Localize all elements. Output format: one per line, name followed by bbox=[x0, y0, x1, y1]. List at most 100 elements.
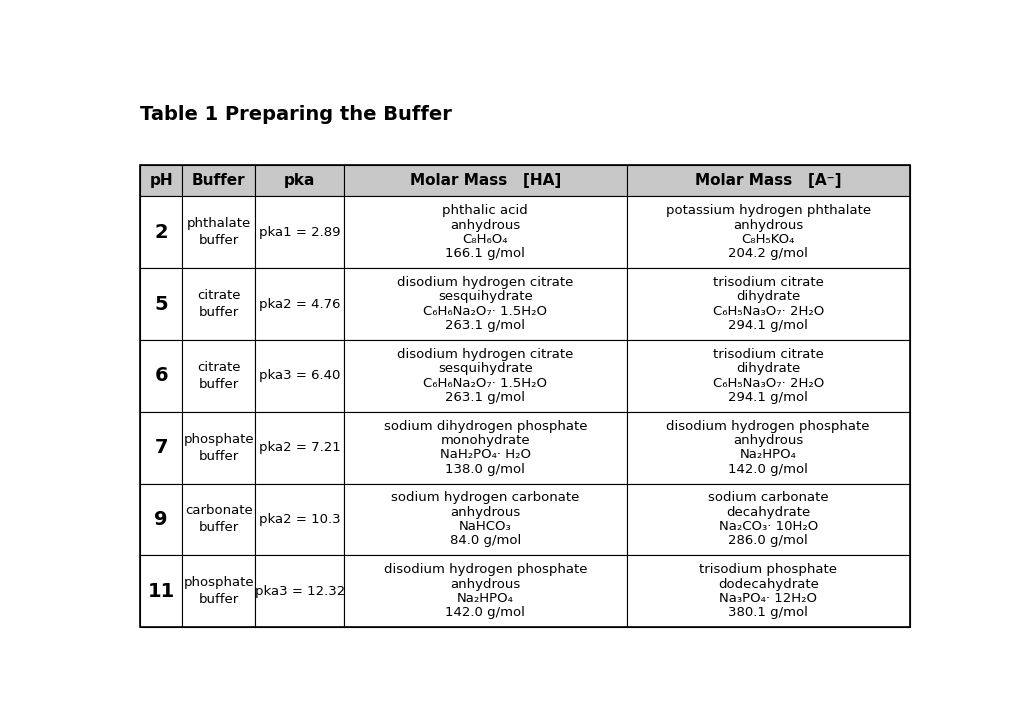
Text: sodium carbonate: sodium carbonate bbox=[708, 491, 828, 504]
Text: 204.2 g/mol: 204.2 g/mol bbox=[728, 247, 808, 261]
Text: sesquihydrate: sesquihydrate bbox=[438, 290, 532, 303]
Text: Na₂HPO₄: Na₂HPO₄ bbox=[739, 449, 797, 461]
Text: 142.0 g/mol: 142.0 g/mol bbox=[445, 606, 525, 619]
Bar bbox=[140, 555, 182, 627]
Bar bbox=[255, 268, 344, 340]
Bar bbox=[182, 268, 255, 340]
Bar bbox=[140, 268, 182, 340]
Text: phosphate
buffer: phosphate buffer bbox=[183, 433, 254, 463]
Text: carbonate
buffer: carbonate buffer bbox=[185, 504, 253, 535]
Text: C₆H₅Na₃O₇· 2H₂O: C₆H₅Na₃O₇· 2H₂O bbox=[713, 377, 824, 389]
Text: phthalate
buffer: phthalate buffer bbox=[186, 217, 251, 247]
Text: NaH₂PO₄· H₂O: NaH₂PO₄· H₂O bbox=[440, 449, 530, 461]
Text: disodium hydrogen phosphate: disodium hydrogen phosphate bbox=[667, 419, 870, 433]
Text: pka1 = 2.89: pka1 = 2.89 bbox=[259, 226, 340, 239]
Text: 166.1 g/mol: 166.1 g/mol bbox=[445, 247, 525, 261]
Bar bbox=[140, 165, 909, 627]
Text: anhydrous: anhydrous bbox=[451, 219, 520, 231]
Text: monohydrate: monohydrate bbox=[440, 434, 530, 447]
Text: Molar Mass   [HA]: Molar Mass [HA] bbox=[410, 173, 561, 188]
Text: 9: 9 bbox=[155, 510, 168, 529]
Bar bbox=[182, 340, 255, 412]
Bar bbox=[140, 340, 182, 412]
Bar bbox=[344, 340, 627, 412]
Text: 138.0 g/mol: 138.0 g/mol bbox=[445, 463, 525, 476]
Text: sesquihydrate: sesquihydrate bbox=[438, 362, 532, 375]
Text: 380.1 g/mol: 380.1 g/mol bbox=[728, 606, 808, 619]
Text: 294.1 g/mol: 294.1 g/mol bbox=[728, 391, 808, 404]
Text: C₆H₆Na₂O₇· 1.5H₂O: C₆H₆Na₂O₇· 1.5H₂O bbox=[423, 305, 548, 318]
Text: pka2 = 10.3: pka2 = 10.3 bbox=[259, 513, 340, 526]
Text: pka2 = 7.21: pka2 = 7.21 bbox=[259, 441, 341, 454]
Text: Molar Mass   [A⁻]: Molar Mass [A⁻] bbox=[695, 173, 842, 188]
Text: sodium dihydrogen phosphate: sodium dihydrogen phosphate bbox=[384, 419, 587, 433]
Text: 263.1 g/mol: 263.1 g/mol bbox=[445, 391, 525, 404]
Text: C₈H₅KO₄: C₈H₅KO₄ bbox=[741, 233, 795, 246]
Text: 2: 2 bbox=[155, 223, 168, 242]
Text: C₈H₆O₄: C₈H₆O₄ bbox=[463, 233, 508, 246]
Bar bbox=[255, 412, 344, 483]
Text: dodecahydrate: dodecahydrate bbox=[718, 577, 818, 590]
Text: 6: 6 bbox=[155, 367, 168, 385]
Text: Na₃PO₄· 12H₂O: Na₃PO₄· 12H₂O bbox=[719, 592, 817, 605]
Text: sodium hydrogen carbonate: sodium hydrogen carbonate bbox=[391, 491, 580, 504]
Text: citrate
buffer: citrate buffer bbox=[197, 361, 241, 391]
Text: pH: pH bbox=[150, 173, 173, 188]
Bar bbox=[344, 555, 627, 627]
Bar bbox=[344, 165, 627, 197]
Bar bbox=[182, 165, 255, 197]
Text: trisodium citrate: trisodium citrate bbox=[713, 276, 823, 289]
Bar bbox=[140, 483, 182, 555]
Text: 5: 5 bbox=[155, 295, 168, 313]
Text: pka2 = 4.76: pka2 = 4.76 bbox=[259, 298, 340, 310]
Text: trisodium phosphate: trisodium phosphate bbox=[699, 563, 838, 576]
Bar bbox=[255, 165, 344, 197]
Text: Buffer: Buffer bbox=[191, 173, 246, 188]
Bar bbox=[140, 412, 182, 483]
Text: potassium hydrogen phthalate: potassium hydrogen phthalate bbox=[666, 204, 870, 217]
Text: Na₂CO₃· 10H₂O: Na₂CO₃· 10H₂O bbox=[719, 520, 818, 533]
Text: decahydrate: decahydrate bbox=[726, 506, 810, 519]
Text: anhydrous: anhydrous bbox=[451, 506, 520, 519]
Bar bbox=[182, 197, 255, 268]
Text: phosphate
buffer: phosphate buffer bbox=[183, 576, 254, 606]
Bar bbox=[344, 268, 627, 340]
Text: C₆H₅Na₃O₇· 2H₂O: C₆H₅Na₃O₇· 2H₂O bbox=[713, 305, 824, 318]
Text: citrate
buffer: citrate buffer bbox=[197, 289, 241, 319]
Bar bbox=[344, 412, 627, 483]
Bar bbox=[344, 483, 627, 555]
Bar bbox=[255, 483, 344, 555]
Bar bbox=[627, 483, 909, 555]
Text: disodium hydrogen citrate: disodium hydrogen citrate bbox=[397, 276, 573, 289]
Text: disodium hydrogen citrate: disodium hydrogen citrate bbox=[397, 347, 573, 361]
Text: 294.1 g/mol: 294.1 g/mol bbox=[728, 319, 808, 332]
Text: Na₂HPO₄: Na₂HPO₄ bbox=[457, 592, 514, 605]
Text: dihydrate: dihydrate bbox=[736, 290, 801, 303]
Bar bbox=[255, 340, 344, 412]
Text: pka: pka bbox=[284, 173, 315, 188]
Text: dihydrate: dihydrate bbox=[736, 362, 801, 375]
Bar bbox=[140, 197, 182, 268]
Bar bbox=[627, 412, 909, 483]
Bar bbox=[627, 165, 909, 197]
Bar bbox=[182, 483, 255, 555]
Text: trisodium citrate: trisodium citrate bbox=[713, 347, 823, 361]
Text: 263.1 g/mol: 263.1 g/mol bbox=[445, 319, 525, 332]
Text: 286.0 g/mol: 286.0 g/mol bbox=[728, 535, 808, 548]
Text: 7: 7 bbox=[155, 438, 168, 457]
Bar bbox=[627, 340, 909, 412]
Text: phthalic acid: phthalic acid bbox=[442, 204, 528, 217]
Text: C₆H₆Na₂O₇· 1.5H₂O: C₆H₆Na₂O₇· 1.5H₂O bbox=[423, 377, 548, 389]
Bar bbox=[140, 165, 182, 197]
Text: 11: 11 bbox=[147, 582, 175, 601]
Text: anhydrous: anhydrous bbox=[451, 577, 520, 590]
Bar bbox=[627, 268, 909, 340]
Bar bbox=[182, 555, 255, 627]
Text: 84.0 g/mol: 84.0 g/mol bbox=[450, 535, 521, 548]
Text: disodium hydrogen phosphate: disodium hydrogen phosphate bbox=[384, 563, 587, 576]
Bar bbox=[182, 412, 255, 483]
Text: 142.0 g/mol: 142.0 g/mol bbox=[728, 463, 808, 476]
Bar bbox=[255, 197, 344, 268]
Bar bbox=[255, 555, 344, 627]
Text: pka3 = 12.32: pka3 = 12.32 bbox=[255, 585, 345, 597]
